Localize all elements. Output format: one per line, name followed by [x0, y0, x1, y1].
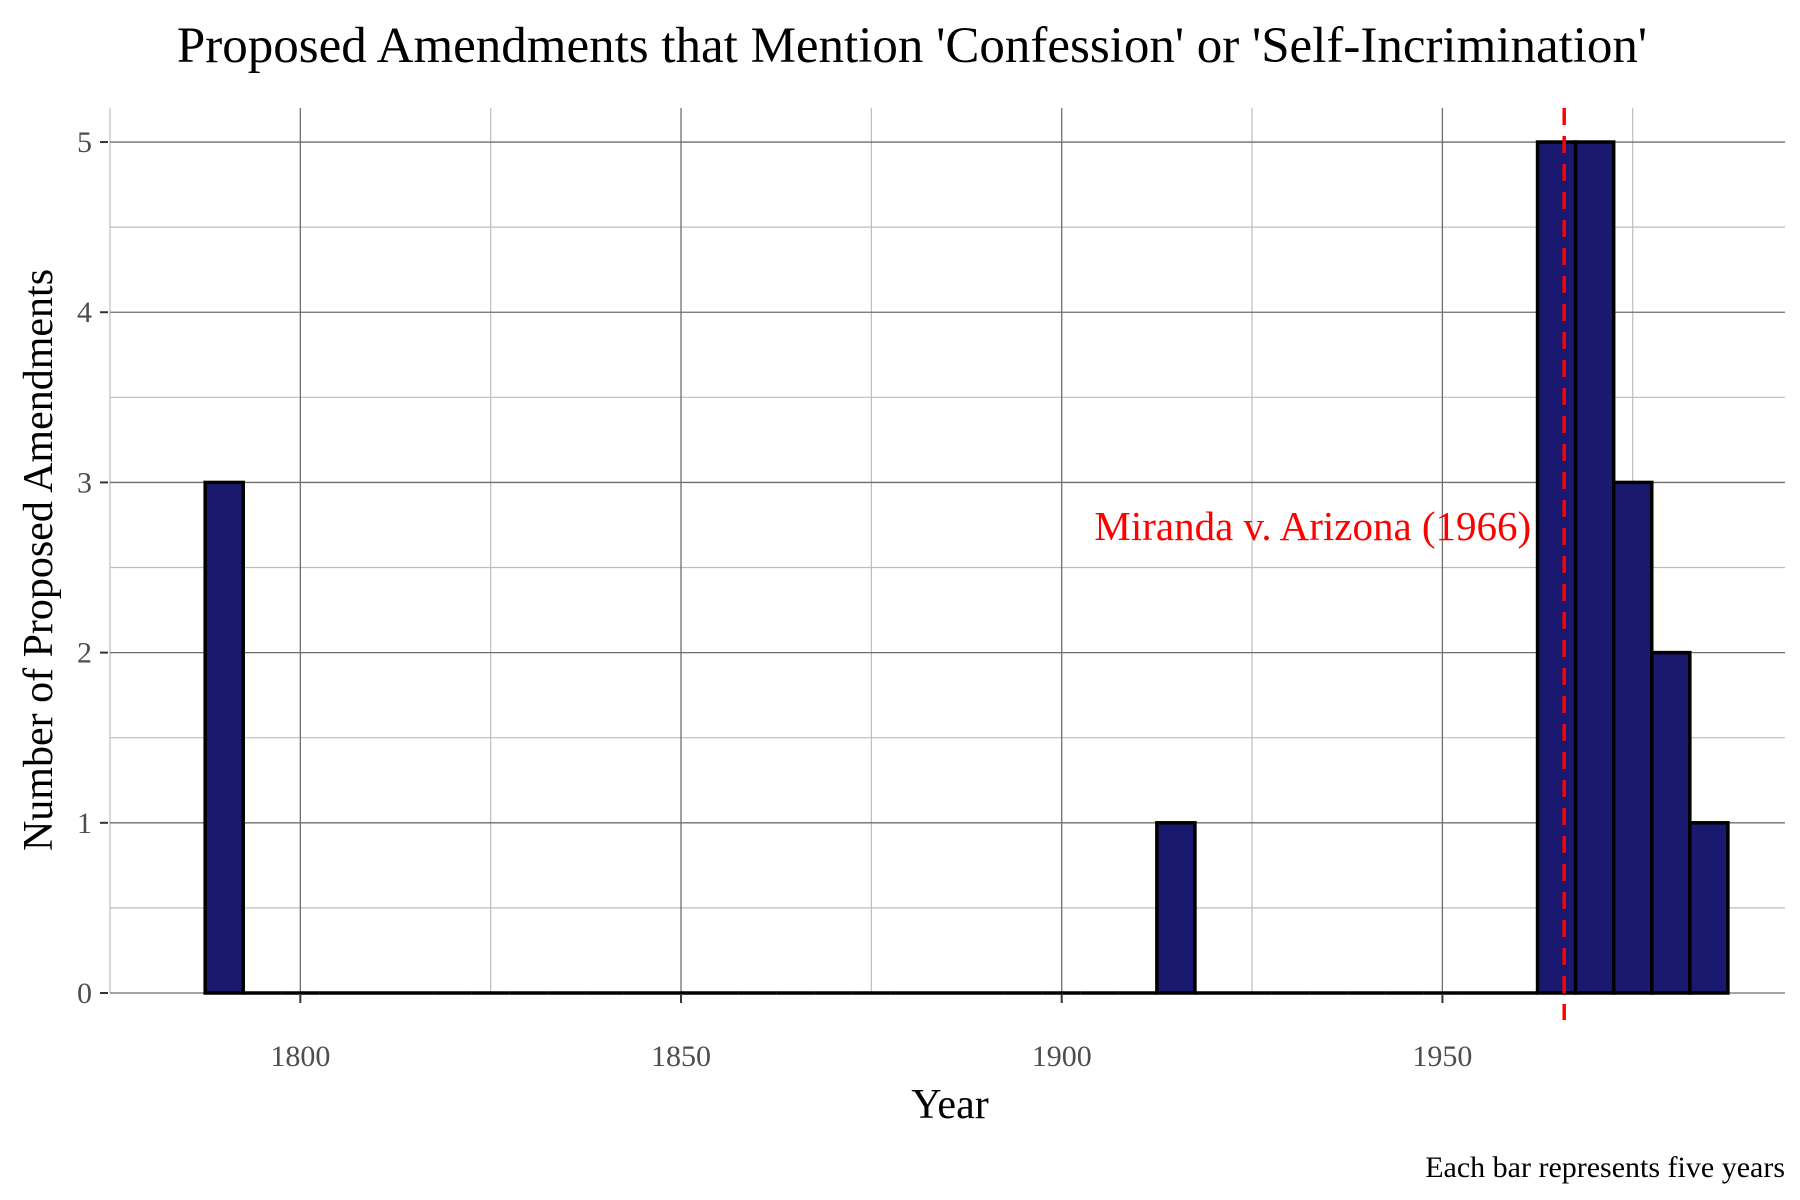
histogram-bar	[1155, 821, 1197, 995]
histogram-bar	[1650, 650, 1692, 995]
x-tick-label: 1900	[1032, 1040, 1092, 1073]
chart-caption: Each bar represents five years	[1425, 1151, 1785, 1184]
histogram-bar	[1688, 821, 1730, 995]
reference-line-group: Miranda v. Arizona (1966)	[1094, 108, 1566, 1020]
y-axis-title: Number of Proposed Amendments	[16, 269, 62, 851]
histogram-bar	[1535, 140, 1578, 995]
histogram-bar	[1573, 140, 1616, 995]
histogram-bar	[1611, 480, 1654, 995]
y-tick-label: 1	[77, 807, 92, 840]
x-tick-label: 1800	[270, 1040, 330, 1073]
y-tick-label: 4	[77, 296, 92, 329]
x-axis-title: Year	[911, 1082, 988, 1128]
miranda-annotation-label: Miranda v. Arizona (1966)	[1094, 503, 1531, 549]
y-tick-label: 5	[77, 126, 92, 159]
grid-lines	[109, 108, 1785, 994]
histogram-bar	[203, 480, 245, 995]
x-tick-label: 1950	[1412, 1040, 1472, 1073]
histogram-bars	[203, 140, 1730, 995]
y-tick-label: 0	[77, 977, 92, 1010]
y-tick-label: 2	[77, 637, 92, 670]
chart-title: Proposed Amendments that Mention 'Confes…	[177, 18, 1647, 74]
y-tick-label: 3	[77, 466, 92, 499]
x-tick-label: 1850	[651, 1040, 711, 1073]
axis-ticks: 1800 1850 1900 1950 0 1 2 3 4 5	[77, 126, 1472, 1073]
